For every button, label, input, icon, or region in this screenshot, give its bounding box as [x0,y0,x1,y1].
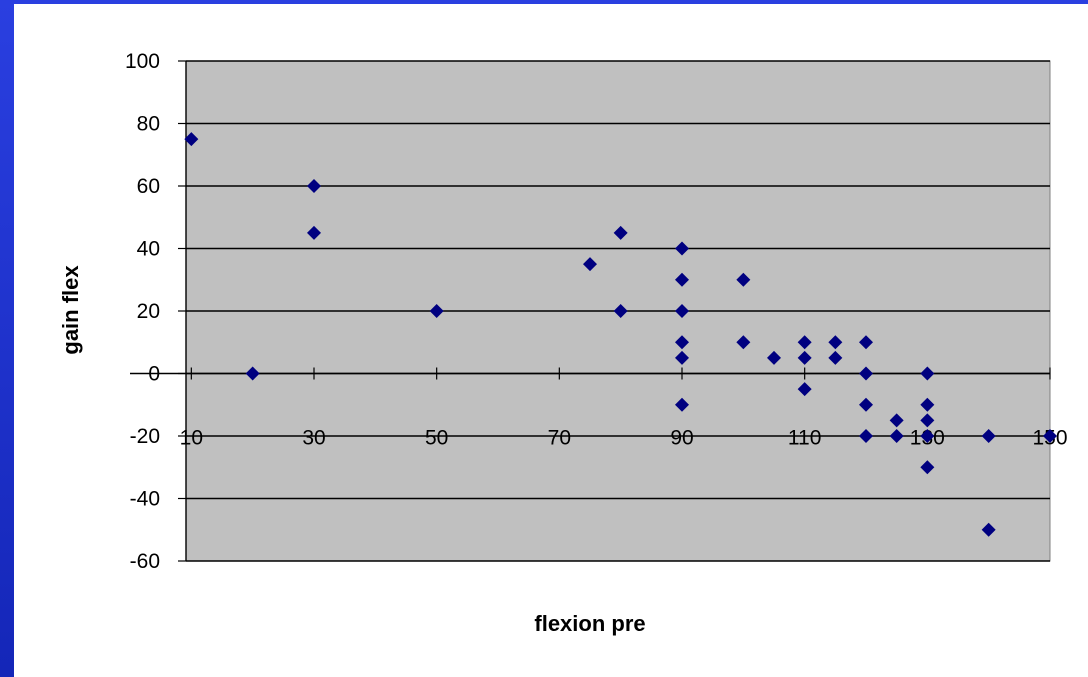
y-tick-label-1: 80 [137,113,160,136]
x-tick-label-3: 70 [548,427,571,450]
y-tick-labels: 100 80 60 40 20 0 -20 -40 -60 [125,50,160,573]
data-point-21 [828,350,843,365]
data-point-2 [307,179,321,193]
data-point-20 [828,335,843,350]
data-point-25 [859,429,873,443]
data-point-29 [920,397,935,412]
data-point-30 [920,413,935,428]
x-axis-title: flexion pre [534,611,645,636]
data-point-22 [859,335,873,350]
data-point-35 [1043,429,1057,443]
data-point-26 [889,413,904,428]
data-point-27 [889,429,904,443]
data-point-5 [583,257,597,272]
data-point-1 [245,366,260,381]
data-point-0 [184,132,199,147]
data-point-16 [767,350,781,365]
data-point-18 [797,350,812,365]
y-tick-label-8: -60 [130,550,160,573]
y-axis-title: gain flex [58,265,83,355]
data-point-32 [920,460,935,475]
data-point-28 [920,366,935,381]
data-point-17 [797,335,812,350]
y-tick-label-2: 60 [137,175,160,198]
data-point-12 [675,350,689,365]
data-point-4 [429,304,444,318]
data-point-10 [675,304,689,318]
data-points [184,132,1057,537]
data-point-19 [797,382,812,397]
y-tick-label-7: -40 [130,488,160,511]
data-point-7 [613,304,628,318]
axes [130,60,1051,562]
x-tick-label-2: 50 [425,427,448,450]
data-point-15 [736,335,751,350]
y-tick-label-5: 0 [148,363,160,386]
data-point-23 [859,366,873,381]
x-tick-labels: 1030507090110130150 [180,427,1068,450]
data-point-6 [613,225,628,240]
x-tick-label-1: 30 [302,427,325,450]
y-tick-label-6: -20 [130,425,160,448]
y-tick-label-4: 20 [137,300,160,323]
data-point-33 [981,429,996,443]
data-point-8 [675,241,689,256]
data-point-9 [675,272,689,287]
data-point-13 [675,397,689,412]
data-point-11 [675,335,689,350]
data-point-3 [307,225,321,240]
gridlines [186,60,1050,562]
x-tick-label-4: 90 [670,427,693,450]
data-point-24 [859,397,873,412]
data-point-14 [736,272,751,287]
data-point-31 [920,429,935,443]
x-tick-label-5: 110 [788,427,821,450]
data-point-34 [981,522,996,537]
x-tick-label-0: 10 [180,427,203,450]
y-tick-label-0: 100 [125,50,160,73]
y-tick-label-3: 40 [137,238,160,261]
